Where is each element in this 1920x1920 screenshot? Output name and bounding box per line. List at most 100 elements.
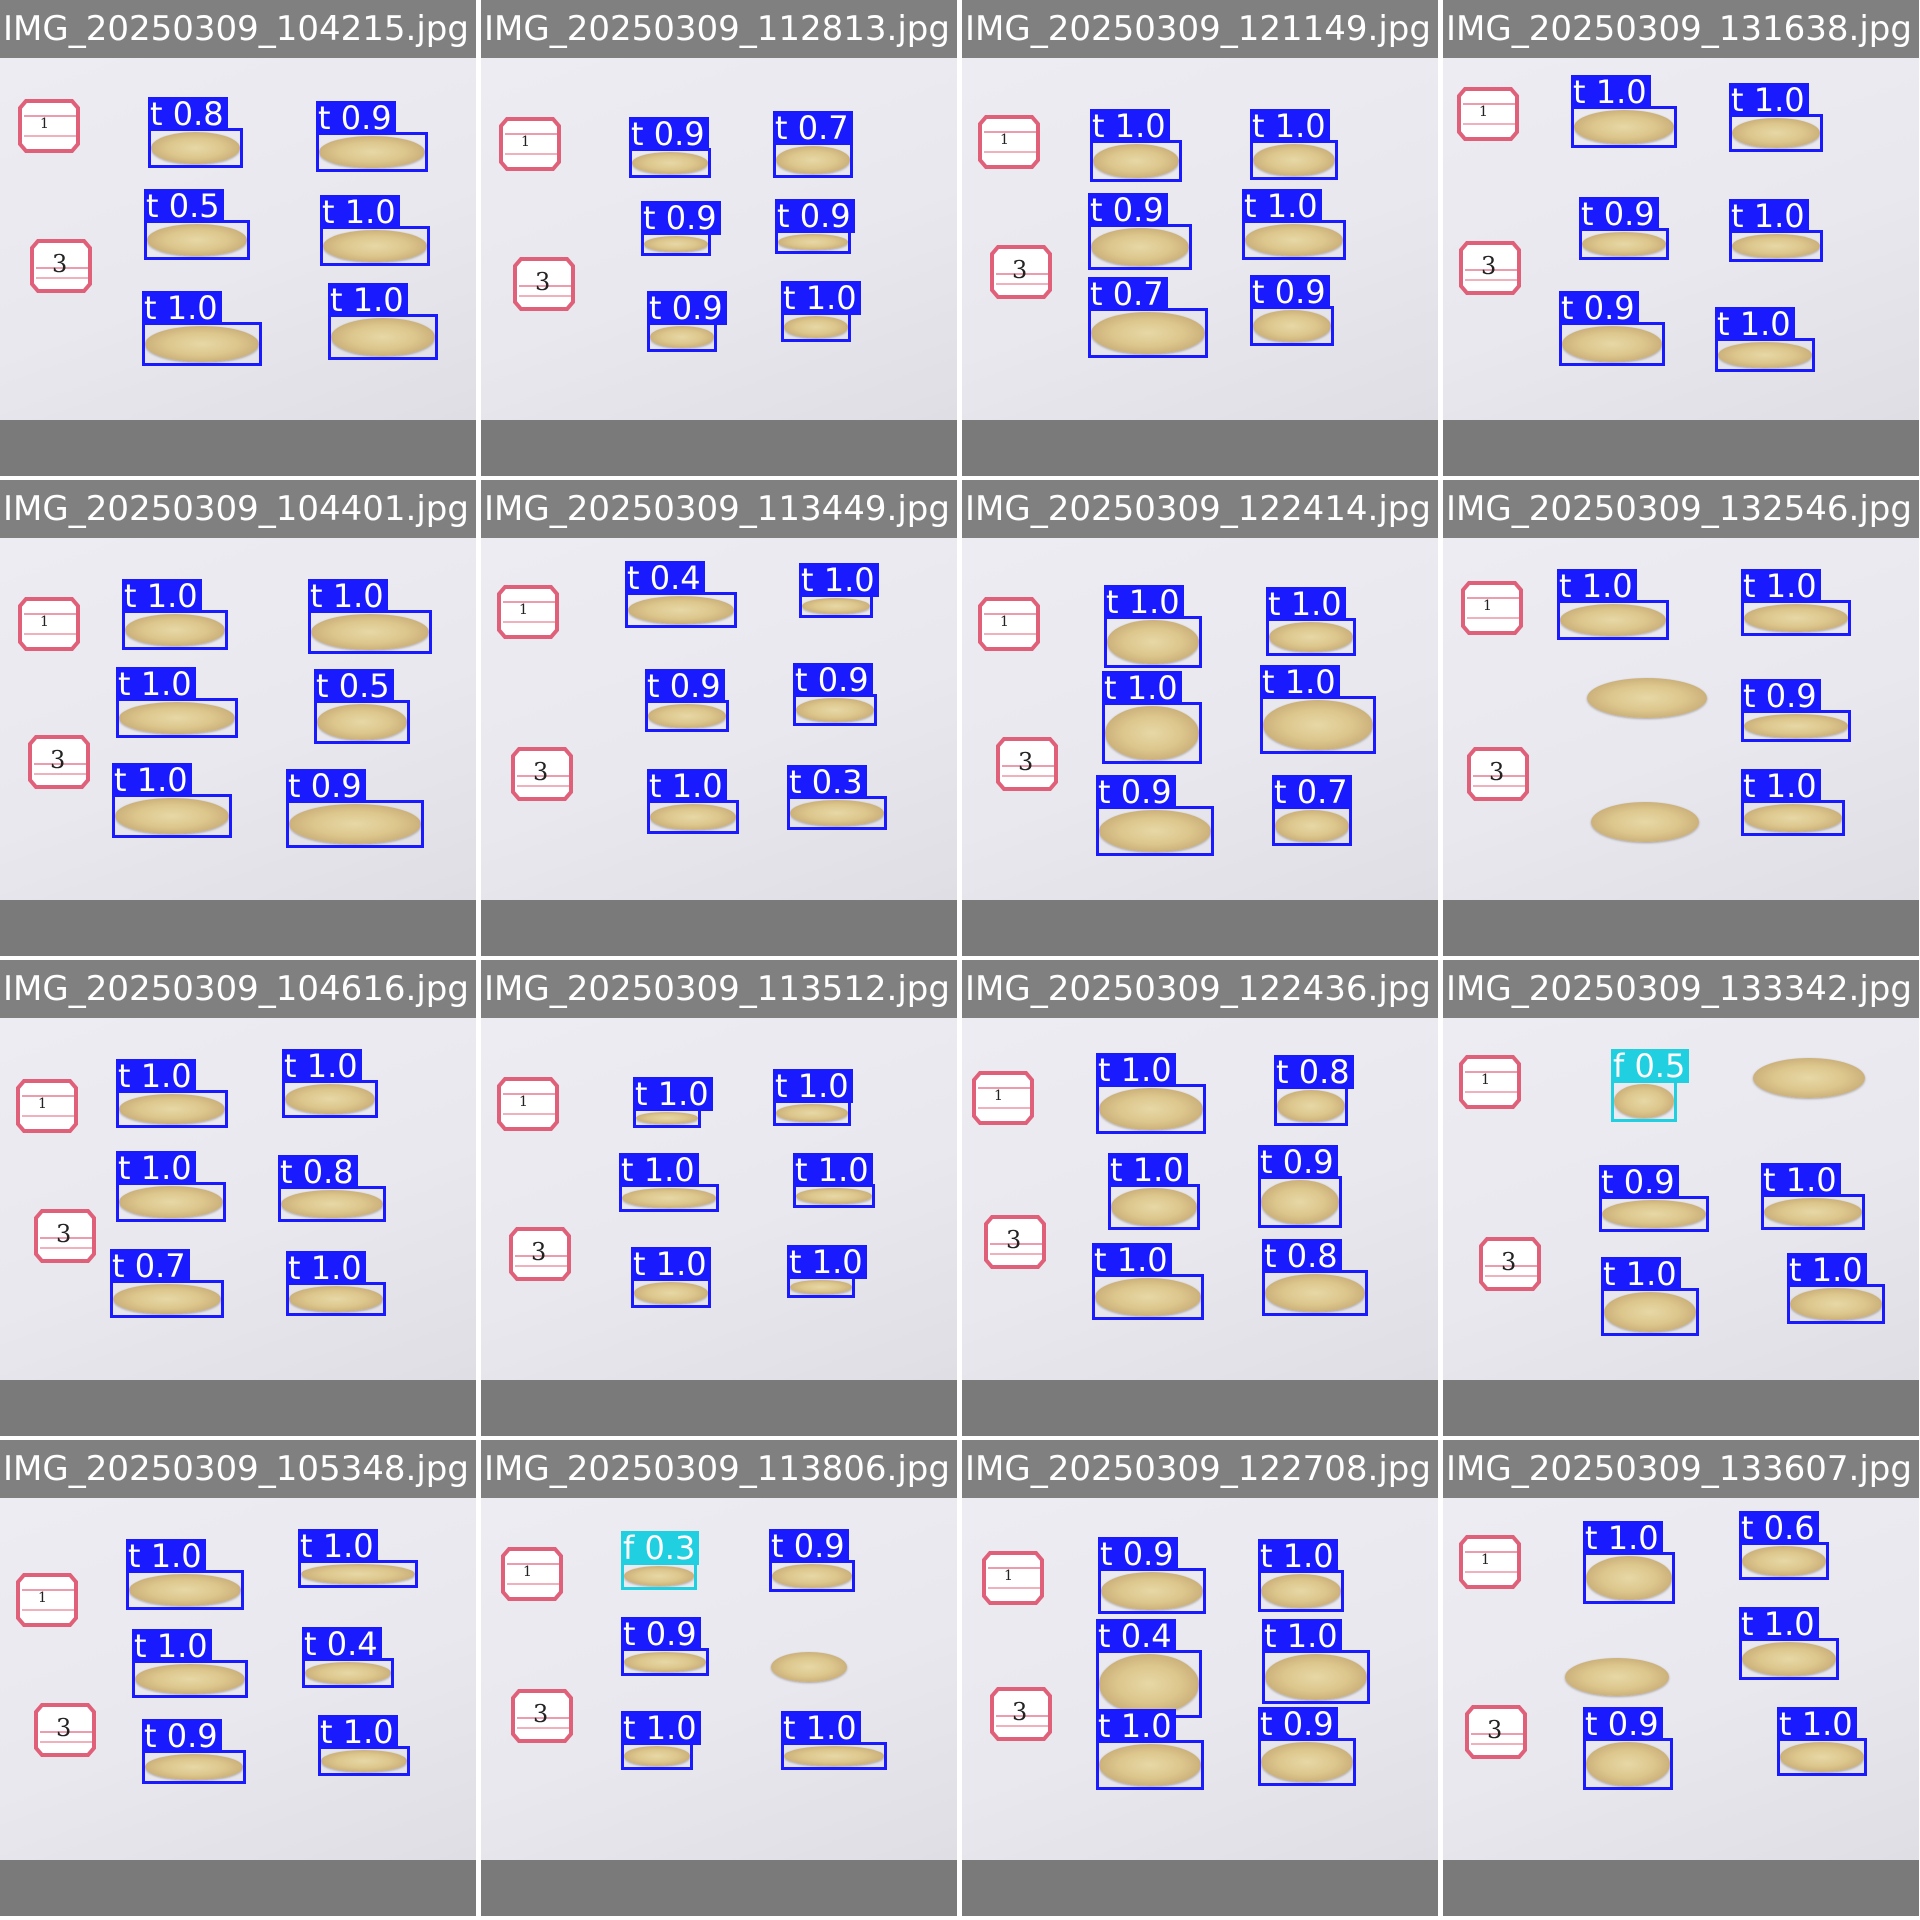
tile-filename: IMG_20250309_122414.jpg xyxy=(962,480,1438,538)
root-slice xyxy=(1107,620,1199,664)
detection-label: t 1.0 xyxy=(1571,75,1651,109)
detection-box: t 0.6 xyxy=(1739,1511,1829,1580)
tile-filename: IMG_20250309_113449.jpg xyxy=(481,480,957,538)
detection-box: t 1.0 xyxy=(1787,1253,1885,1324)
detection-label: t 0.9 xyxy=(793,663,873,697)
card-number: 3 xyxy=(56,1220,72,1248)
root-slice xyxy=(784,316,848,338)
image-tile: IMG_20250309_112813.jpg 1 3 t 0.9 t 0.7 t 0… xyxy=(481,0,957,476)
detection-box: t 1.0 xyxy=(320,195,430,266)
detection-box: t 1.0 xyxy=(112,763,232,838)
specimen-photo: 1 3 t 1.0 t 1.0 t 0.9 t 1.0 t 0.7 t 0.9 xyxy=(962,58,1438,420)
root-slice xyxy=(301,1564,415,1584)
detection-label: t 1.0 xyxy=(773,1069,853,1103)
tile-filename: IMG_20250309_122436.jpg xyxy=(962,960,1438,1018)
detection-label: t 1.0 xyxy=(1583,1521,1663,1555)
root-slice xyxy=(119,1186,223,1218)
root-slice xyxy=(1790,1288,1882,1320)
detection-label: t 0.9 xyxy=(1258,1145,1338,1179)
detection-box: t 1.0 xyxy=(328,283,438,360)
specimen-photo: 1 3 t 0.9 t 1.0 t 0.4 t 1.0 t 1.0 t 0.9 xyxy=(962,1498,1438,1860)
detection-label: t 1.0 xyxy=(619,1153,699,1187)
root-slice xyxy=(1105,706,1199,760)
detection-box: t 0.9 xyxy=(647,291,727,352)
root-slice xyxy=(1101,1572,1203,1610)
root-slice xyxy=(1732,118,1820,148)
handwritten-card-1: 1 xyxy=(497,1076,559,1132)
detection-label: t 0.7 xyxy=(773,111,853,145)
root-slice xyxy=(1718,342,1812,368)
detection-label: t 0.9 xyxy=(1096,775,1176,809)
root-slice xyxy=(796,1188,872,1204)
detection-label: t 1.0 xyxy=(132,1629,212,1663)
detection-box: t 1.0 xyxy=(122,579,228,650)
detection-box: t 1.0 xyxy=(787,1245,867,1298)
tile-filename: IMG_20250309_122708.jpg xyxy=(962,1440,1438,1498)
tile-filename: IMG_20250309_104401.jpg xyxy=(0,480,476,538)
handwritten-card-1: 1 xyxy=(18,98,80,154)
detection-box: t 1.0 xyxy=(142,291,262,366)
root-slice xyxy=(1269,622,1353,652)
root-slice xyxy=(1614,1084,1674,1118)
card-number: 1 xyxy=(38,1096,47,1112)
detection-box: t 1.0 xyxy=(1096,1053,1206,1134)
detection-box: t 0.4 xyxy=(625,561,737,628)
detection-box: t 1.0 xyxy=(1090,109,1182,182)
detection-label: t 1.0 xyxy=(1729,83,1809,117)
detection-box: t 0.8 xyxy=(1262,1239,1368,1316)
card-number: 1 xyxy=(994,1088,1003,1104)
detection-label: t 1.0 xyxy=(1787,1253,1867,1287)
detection-label: t 1.0 xyxy=(1102,671,1182,705)
root-slice xyxy=(1753,1058,1865,1098)
detection-label: t 1.0 xyxy=(781,1711,861,1745)
root-slice xyxy=(1253,310,1331,342)
detection-box: f 0.3 xyxy=(621,1531,700,1590)
detection-box: t 1.0 xyxy=(132,1629,248,1698)
detection-label: t 1.0 xyxy=(647,769,727,803)
detection-box: f 0.5 xyxy=(1611,1049,1690,1122)
root-slice xyxy=(1582,232,1666,256)
detection-box: t 1.0 xyxy=(116,1059,228,1128)
root-slice xyxy=(1245,224,1343,256)
root-slice xyxy=(622,1188,716,1208)
handwritten-card-1: 1 xyxy=(16,1078,78,1134)
root-slice xyxy=(644,236,708,252)
detection-box: t 1.0 xyxy=(286,1251,386,1316)
handwritten-card-3: 3 xyxy=(509,1226,571,1282)
detection-label: t 0.9 xyxy=(286,769,366,803)
card-number: 3 xyxy=(1012,1698,1028,1726)
detection-label: t 1.0 xyxy=(126,1539,206,1573)
detection-label: t 0.5 xyxy=(144,189,224,223)
detection-box: t 1.0 xyxy=(1266,587,1356,656)
detection-box: t 1.0 xyxy=(1715,307,1815,372)
root-slice xyxy=(1586,1556,1672,1600)
detection-box: t 0.8 xyxy=(148,97,243,168)
tile-filename: IMG_20250309_121149.jpg xyxy=(962,0,1438,58)
detection-box: t 0.3 xyxy=(787,765,887,830)
detection-label: t 1.0 xyxy=(1258,1539,1338,1573)
image-tile: IMG_20250309_121149.jpg 1 3 t 1.0 t 1.0 t 0… xyxy=(962,0,1438,476)
detection-label: t 0.8 xyxy=(148,97,228,131)
image-tile: IMG_20250309_133342.jpg 1 3 f 0.5 t 0.9 t 1… xyxy=(1443,960,1919,1436)
handwritten-card-3: 3 xyxy=(511,1688,573,1744)
detection-label: t 1.0 xyxy=(787,1245,867,1279)
root-slice xyxy=(796,698,874,722)
detection-label: t 0.9 xyxy=(769,1529,849,1563)
card-number: 3 xyxy=(1006,1226,1022,1254)
root-slice xyxy=(319,136,425,168)
detection-box: t 0.9 xyxy=(1258,1145,1342,1228)
detection-box: t 1.0 xyxy=(1741,569,1851,636)
handwritten-card-3: 3 xyxy=(990,244,1052,300)
detection-label: t 0.9 xyxy=(629,117,709,151)
detection-box: t 1.0 xyxy=(282,1049,378,1118)
card-number: 1 xyxy=(1004,1568,1013,1584)
detection-label: t 1.0 xyxy=(308,579,388,613)
root-slice xyxy=(1099,1654,1199,1714)
detection-label: t 0.7 xyxy=(1088,277,1168,311)
tile-filename: IMG_20250309_133342.jpg xyxy=(1443,960,1919,1018)
root-slice xyxy=(1565,1658,1669,1696)
root-slice xyxy=(1091,312,1205,354)
root-slice xyxy=(1277,1090,1345,1122)
handwritten-card-3: 3 xyxy=(1479,1236,1541,1292)
specimen-photo: 1 3 t 1.0 t 0.6 t 1.0 t 0.9 t 1.0 xyxy=(1443,1498,1919,1860)
